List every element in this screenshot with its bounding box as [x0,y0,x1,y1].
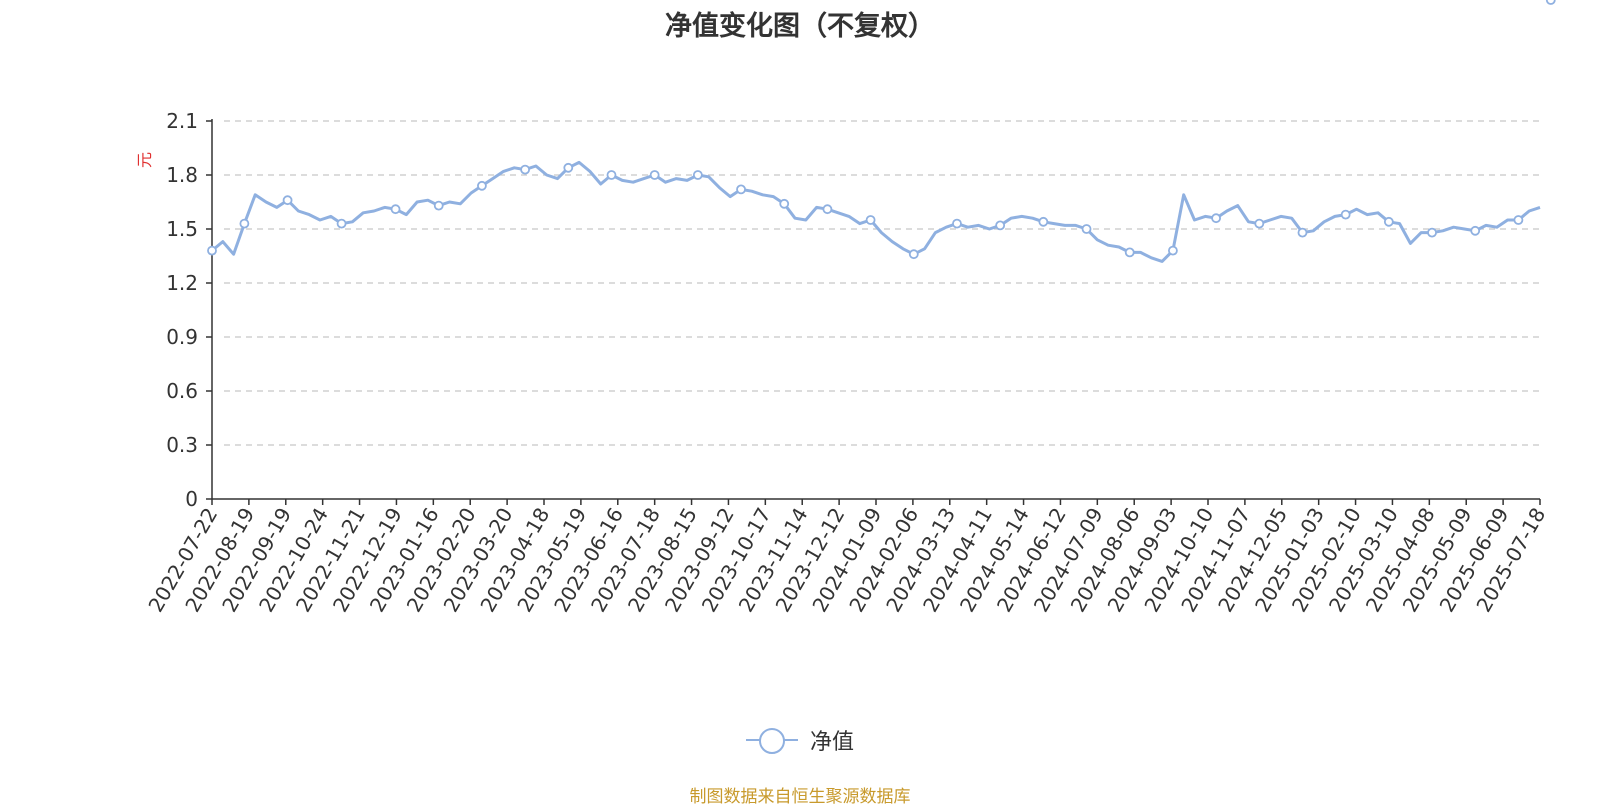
y-tick-label: 0.3 [166,433,198,457]
y-tick-label: 2.1 [166,109,198,133]
y-tick-label: 1.5 [166,217,198,241]
data-point[interactable] [1038,216,1049,227]
data-point[interactable] [1513,215,1524,225]
legend-label: 净值 [809,730,854,755]
x-tick-labels: 2022-07-222022-08-192022-09-192022-10-24… [143,504,1550,617]
chart-title: 净值变化图（不复权） [665,11,935,42]
series-line [211,160,1541,263]
data-point[interactable] [908,249,919,260]
data-point[interactable] [520,164,531,175]
source-note: 制图数据来自恒生聚源数据库 [689,787,911,807]
data-point[interactable] [1427,227,1437,238]
data-point[interactable] [207,245,217,256]
data-point[interactable] [779,198,790,209]
y-tick-label: 1.2 [166,271,198,295]
legend-marker-icon [745,725,798,755]
data-point[interactable] [606,170,617,180]
axes [206,119,1541,505]
y-tick-label: 0 [185,487,198,511]
legend[interactable]: 净值 [0,722,1600,758]
data-point[interactable] [649,170,660,180]
data-point[interactable] [692,170,703,180]
y-tick-label: 1.8 [166,163,198,187]
data-point[interactable] [1211,213,1221,224]
data-point[interactable] [952,218,962,229]
line-chart: 0 0.3 0.6 0.9 1.2 1.5 1.8 2.1 2022-07-222022-08… [135,0,1556,617]
data-point[interactable] [822,204,833,215]
data-point[interactable] [433,200,444,211]
y-tick-labels: 0 0.3 0.6 0.9 1.2 1.5 1.8 2.1 [166,109,198,511]
data-point[interactable] [1297,227,1308,238]
data-point[interactable] [1340,209,1351,220]
data-point[interactable] [282,195,293,206]
data-point[interactable] [995,220,1006,231]
grid-lines [224,120,1540,446]
data-point[interactable] [563,162,574,173]
data-point[interactable] [1545,0,1556,5]
data-point[interactable] [736,184,746,195]
data-point[interactable] [477,180,487,191]
data-point[interactable] [1081,224,1092,234]
series-layer [207,0,1556,263]
data-point[interactable] [1470,225,1481,236]
data-point[interactable] [1168,245,1178,256]
data-point[interactable] [239,218,250,229]
data-point[interactable] [1383,216,1394,227]
data-point[interactable] [865,215,876,225]
y-tick-label: 0.9 [166,325,198,349]
data-point[interactable] [1254,218,1265,229]
data-point[interactable] [336,218,347,229]
data-point[interactable] [1124,247,1135,258]
y-axis-label: 元 [135,152,154,168]
data-point[interactable] [390,204,401,215]
y-tick-label: 0.6 [166,379,198,403]
